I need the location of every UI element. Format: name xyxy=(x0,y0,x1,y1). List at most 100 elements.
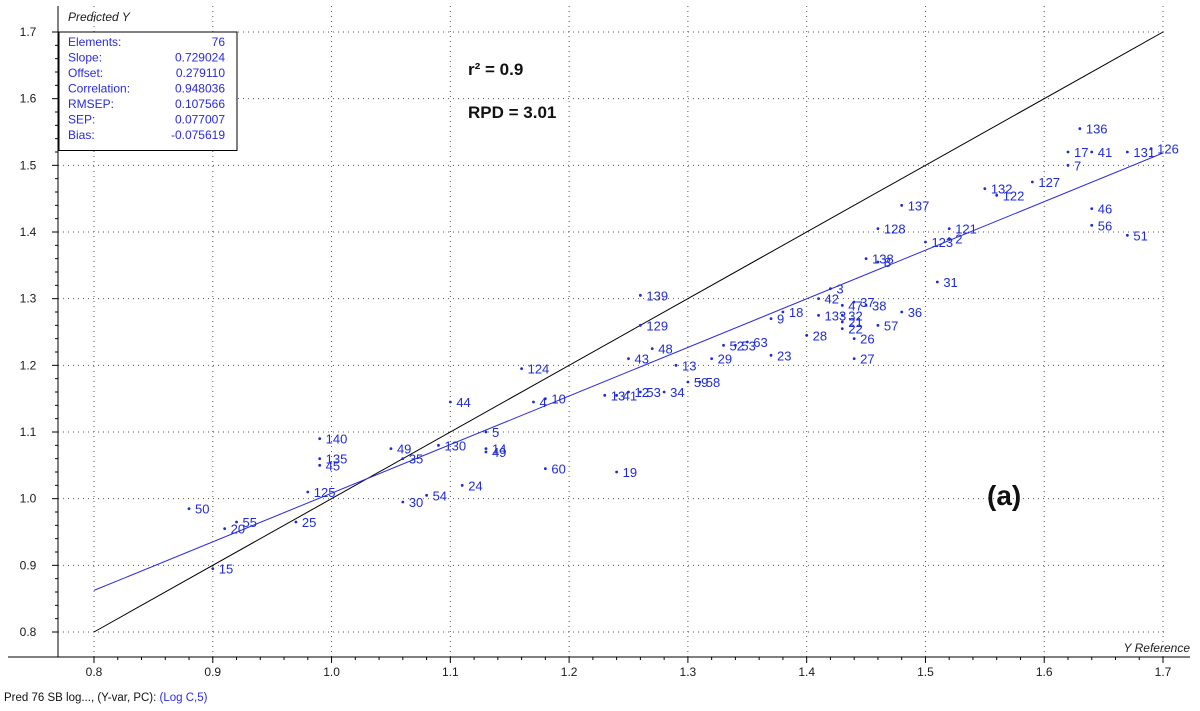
data-point-label: 25 xyxy=(302,515,316,530)
data-point-label: 2 xyxy=(955,232,962,247)
data-point-label: 126 xyxy=(1157,142,1179,157)
data-point xyxy=(638,323,642,327)
data-point xyxy=(389,447,393,451)
data-point-label: 38 xyxy=(872,298,886,313)
data-point xyxy=(1066,150,1070,154)
data-point xyxy=(674,363,678,367)
data-point-label: 137 xyxy=(908,198,930,213)
stat-label: Correlation: xyxy=(68,82,130,96)
stat-label: RMSEP: xyxy=(68,97,114,111)
data-point-label: 46 xyxy=(1098,202,1112,217)
data-point-label: 26 xyxy=(860,332,874,347)
data-point-label: 49 xyxy=(492,445,506,460)
panel-label: (a) xyxy=(987,480,1021,511)
stat-value: 0.107566 xyxy=(175,97,225,111)
data-point xyxy=(425,493,428,497)
y-tick-label: 0.9 xyxy=(20,558,37,572)
data-point-label: 15 xyxy=(219,562,233,577)
axes xyxy=(8,6,1190,658)
data-point-label: 20 xyxy=(231,522,245,537)
data-point xyxy=(520,367,523,371)
x-tick-label: 1.6 xyxy=(1036,665,1053,679)
y-tick-label: 0.8 xyxy=(20,625,37,639)
grid-lines xyxy=(58,6,1166,657)
data-point xyxy=(318,463,322,467)
stat-label: Slope: xyxy=(68,51,102,65)
data-point xyxy=(805,333,809,337)
data-point xyxy=(1090,223,1094,227)
data-point xyxy=(876,323,880,327)
data-point xyxy=(1125,233,1129,237)
data-point xyxy=(437,443,440,447)
data-point-label: 5 xyxy=(492,425,499,440)
data-point-label: 53 xyxy=(741,338,755,353)
data-point xyxy=(852,357,856,361)
data-point xyxy=(995,193,999,197)
x-tick-label: 1.3 xyxy=(680,665,697,679)
y-tick-label: 1.5 xyxy=(20,158,37,172)
data-point xyxy=(769,317,773,321)
x-tick-label: 1.7 xyxy=(1155,665,1172,679)
data-point-label: 14 xyxy=(492,442,506,457)
data-point xyxy=(484,450,488,454)
y-axis-label: Predicted Y xyxy=(68,10,131,24)
data-point xyxy=(401,457,405,461)
data-point xyxy=(235,520,238,524)
data-point xyxy=(627,357,630,361)
data-point xyxy=(448,400,452,404)
data-point-label: 131 xyxy=(1133,145,1155,160)
data-point-label: 54 xyxy=(433,488,447,503)
data-point xyxy=(840,313,844,317)
data-point-label: 28 xyxy=(813,328,827,343)
data-point xyxy=(924,240,927,244)
data-point xyxy=(187,507,191,511)
data-point-label: 122 xyxy=(1003,188,1025,203)
data-point-label: 123 xyxy=(931,235,953,250)
data-point-label: 121 xyxy=(955,222,977,237)
data-point-label: 49 xyxy=(397,442,411,457)
stat-value: -0.075619 xyxy=(171,128,225,142)
data-point-label: 58 xyxy=(706,375,720,390)
data-point xyxy=(829,287,832,291)
data-point xyxy=(306,490,310,494)
regression-line xyxy=(93,152,1164,591)
data-point xyxy=(876,227,880,231)
data-point xyxy=(1090,207,1094,211)
data-point-label: 27 xyxy=(860,352,874,367)
stat-label: Bias: xyxy=(68,128,95,142)
x-tick-label: 1.1 xyxy=(442,665,459,679)
y-tick-label: 1.7 xyxy=(20,25,37,39)
data-point xyxy=(947,227,951,231)
data-point xyxy=(484,447,488,451)
data-point-label: 52 xyxy=(730,338,744,353)
data-point-label: 53 xyxy=(646,385,660,400)
data-point-label: 13 xyxy=(611,388,625,403)
y-tick-label: 1.4 xyxy=(20,225,37,239)
data-point xyxy=(983,187,987,191)
data-point-label: 55 xyxy=(243,515,257,530)
data-point xyxy=(817,313,820,317)
data-point xyxy=(615,393,619,397)
data-point-label: 43 xyxy=(635,352,649,367)
data-point xyxy=(638,390,642,394)
stat-value: 0.729024 xyxy=(175,51,225,65)
data-point-label: 59 xyxy=(694,375,708,390)
data-point xyxy=(840,327,844,331)
data-point-label: 9 xyxy=(777,312,784,327)
data-point xyxy=(318,437,322,441)
data-point-label: 21 xyxy=(848,315,862,330)
stat-value: 0.077007 xyxy=(175,113,225,127)
data-point-label: 56 xyxy=(1098,218,1112,233)
data-point xyxy=(543,467,547,471)
x-tick-label: 0.8 xyxy=(86,665,103,679)
data-point-label: 3 xyxy=(836,282,843,297)
data-point xyxy=(638,293,642,297)
data-point xyxy=(840,303,844,307)
data-point-label: 32 xyxy=(848,308,862,323)
stat-label: SEP: xyxy=(68,113,95,127)
stat-label: Elements: xyxy=(68,35,121,49)
data-point xyxy=(650,347,654,351)
data-point xyxy=(603,393,607,397)
data-point-label: 37 xyxy=(860,295,874,310)
